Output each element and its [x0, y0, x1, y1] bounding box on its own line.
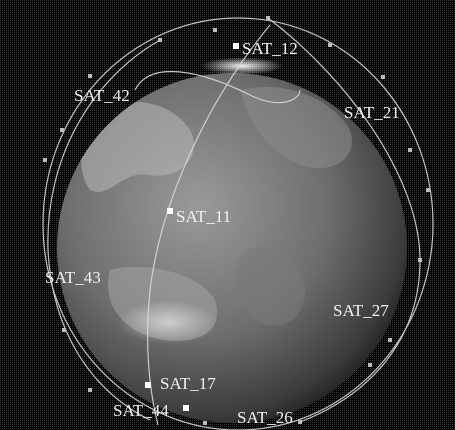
satellite-sat-43[interactable]: SAT_43	[45, 268, 101, 287]
orbit-node-dot	[381, 75, 385, 79]
satellite-label: SAT_43	[45, 268, 101, 287]
orbit-node-dot	[203, 421, 207, 425]
orbit-node-dot	[88, 388, 92, 392]
satellite-marker[interactable]	[167, 208, 173, 214]
satellite-sat-26[interactable]: SAT_26	[237, 408, 293, 427]
orbit-node-dot	[418, 258, 422, 262]
satellite-label: SAT_42	[74, 86, 130, 105]
orbit-outer-ring	[42, 17, 434, 430]
satellite-label: SAT_27	[333, 301, 389, 320]
orbit-north-loop	[134, 70, 301, 104]
satellite-marker[interactable]	[233, 43, 239, 49]
orbit-node-dot	[60, 128, 64, 132]
orbit-left-arc	[47, 39, 161, 421]
orbit-node-dot	[388, 338, 392, 342]
orbit-node-dot	[158, 38, 162, 42]
orbit-node-dot	[43, 158, 47, 162]
orbit-node-dot	[266, 16, 270, 20]
satellite-label: SAT_21	[344, 103, 400, 122]
orbit-paths	[42, 17, 434, 430]
orbit-inner-meridian	[147, 24, 271, 426]
orbit-node-dot	[88, 74, 92, 78]
satellite-sat-12[interactable]: SAT_12	[233, 39, 298, 58]
satellite-marker[interactable]	[145, 382, 151, 388]
satellite-label: SAT_44	[113, 401, 169, 420]
orbit-node-dot	[408, 148, 412, 152]
satellite-sat-11[interactable]: SAT_11	[167, 207, 231, 226]
satellite-sat-17[interactable]: SAT_17	[145, 374, 216, 393]
satellite-sat-27[interactable]: SAT_27	[333, 301, 389, 320]
orbit-node-dot	[213, 28, 217, 32]
orbit-node-dot	[328, 43, 332, 47]
orbit-node-dot	[426, 188, 430, 192]
satellite-label: SAT_11	[176, 207, 231, 226]
orbit-node-dot	[298, 420, 302, 424]
earth-globe	[57, 57, 407, 423]
satellite-label: SAT_12	[242, 39, 298, 58]
orbit-node-dot	[62, 328, 66, 332]
satellite-label: SAT_26	[237, 408, 293, 427]
satellite-marker[interactable]	[183, 405, 189, 411]
satellite-label: SAT_17	[160, 374, 216, 393]
orbit-node-dot	[368, 363, 372, 367]
satellite-sat-44[interactable]: SAT_44	[113, 401, 189, 420]
satellite-sat-42[interactable]: SAT_42	[74, 86, 130, 105]
satellite-sat-21[interactable]: SAT_21	[344, 103, 400, 122]
